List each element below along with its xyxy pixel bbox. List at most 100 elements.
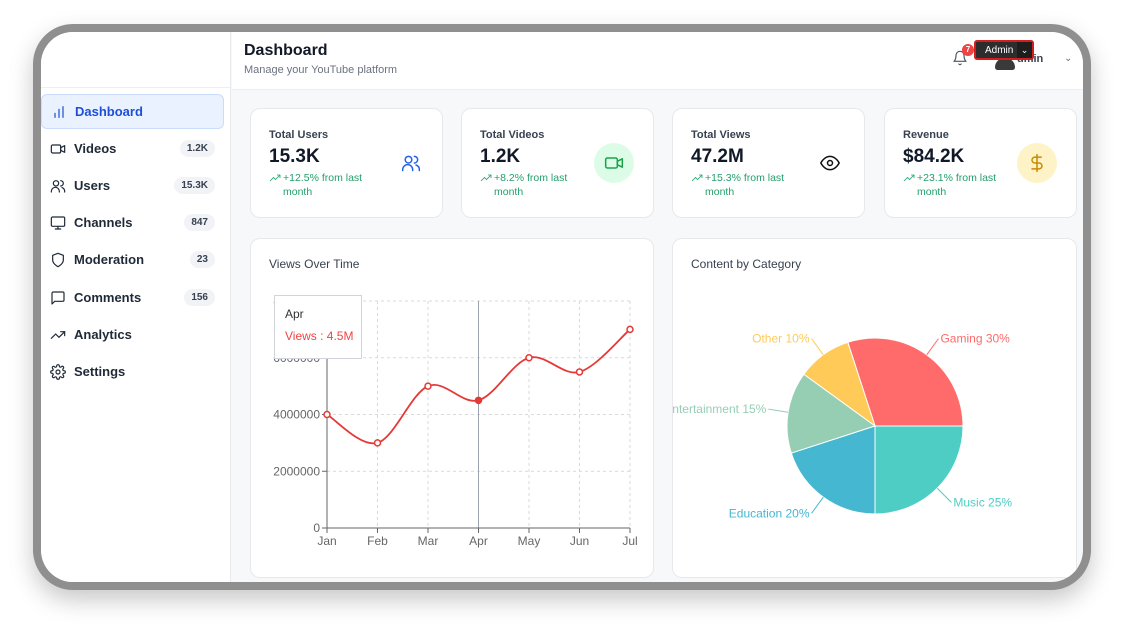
stat-delta: +12.5% from last month [269, 171, 379, 199]
sidebar-item-channels[interactable]: Channels 847 [41, 205, 224, 240]
shield-icon [49, 251, 67, 269]
sidebar-item-label: Channels [74, 215, 133, 230]
trending-up-icon [269, 173, 281, 183]
data-point-jun [575, 368, 584, 376]
data-point-apr [474, 396, 483, 405]
y-tick-label: 4000000 [273, 408, 320, 422]
stat-value: 47.2M [691, 146, 744, 167]
users-icon [49, 177, 67, 195]
app-screen: Dashboard Videos 1.2K Users 15.3K Channels 847… [41, 32, 1083, 582]
pie-label: Music 25% [953, 495, 1012, 509]
users-icon [391, 143, 431, 183]
count-badge: 847 [184, 214, 215, 231]
x-tick-label: Mar [418, 534, 439, 548]
pie-label: Entertainment 15% [673, 402, 767, 416]
sidebar-item-users[interactable]: Users 15.3K [41, 168, 224, 203]
page-subtitle: Manage your YouTube platform [244, 64, 398, 76]
trending-up-icon [480, 173, 492, 183]
data-point-feb [373, 439, 382, 447]
data-point-jul [626, 325, 634, 334]
stat-delta-text: +23.1% from last month [917, 172, 997, 198]
trending-up-icon [691, 173, 703, 183]
avatar[interactable] [995, 58, 1015, 70]
trending-up-icon [903, 173, 915, 183]
count-badge: 1.2K [179, 140, 215, 157]
data-point-mar [424, 382, 432, 390]
x-tick-label: Feb [367, 534, 388, 548]
x-tick-label: Apr [469, 534, 488, 548]
role-select-value: Admin [985, 44, 1014, 56]
pie-label-line [768, 408, 789, 413]
video-icon [594, 143, 634, 183]
stat-delta: +8.2% from last month [480, 171, 590, 199]
sidebar-item-dashboard[interactable]: Dashboard [41, 94, 224, 129]
stat-value: 1.2K [480, 146, 521, 167]
sidebar-item-settings[interactable]: Settings [41, 354, 224, 389]
stat-value: $84.2K [903, 146, 965, 167]
y-tick-label: 0 [313, 521, 320, 535]
stat-card-total-users: Total Users 15.3K +12.5% from last month [250, 108, 443, 218]
chevron-down-icon[interactable]: ⌄ [1064, 53, 1073, 64]
sidebar-item-videos[interactable]: Videos 1.2K [41, 131, 224, 166]
sidebar-item-label: Videos [74, 141, 117, 156]
x-tick-label: Jun [570, 534, 589, 548]
stat-title: Total Users [269, 129, 329, 141]
eye-icon [810, 143, 850, 183]
video-icon [49, 140, 67, 158]
sidebar: Dashboard Videos 1.2K Users 15.3K Channels 847… [41, 32, 231, 582]
chart-tooltip: Apr Views : 4.5M [274, 295, 362, 359]
pie-label-line [811, 338, 824, 356]
pie-slice-entertainment[interactable] [786, 373, 877, 454]
sidebar-item-label: Moderation [74, 252, 145, 267]
x-tick-label: Jul [622, 534, 637, 548]
data-point-jan [323, 410, 331, 419]
stat-title: Total Videos [480, 129, 545, 141]
stat-delta-text: +12.5% from last month [283, 172, 363, 198]
device-frame: Dashboard Videos 1.2K Users 15.3K Channels 847… [33, 24, 1091, 590]
sidebar-item-label: Analytics [74, 327, 132, 342]
views-over-time-card: Views Over Time 020000004000000600000080… [250, 238, 654, 578]
count-badge: 156 [184, 289, 215, 306]
sidebar-item-label: Users [74, 178, 111, 193]
stat-delta: +23.1% from last month [903, 171, 1013, 199]
dollar-icon [1017, 143, 1057, 183]
pie-label-line [926, 338, 939, 356]
pie-slice-education[interactable] [790, 425, 876, 515]
role-select[interactable]: Admin ⌄ [974, 40, 1034, 60]
pie-label: Education 20% [729, 506, 810, 520]
content-by-category-card: Content by Category Gaming 30% Other 10% E… [672, 238, 1077, 578]
sidebar-item-analytics[interactable]: Analytics [41, 317, 224, 352]
count-badge: 15.3K [174, 177, 215, 194]
stat-card-total-videos: Total Videos 1.2K +8.2% from last month [461, 108, 654, 218]
pie-label: Gaming 30% [940, 332, 1010, 346]
chevron-down-icon[interactable]: ⌄ [1017, 42, 1032, 58]
chart-title: Content by Category [691, 257, 802, 271]
sidebar-item-label: Comments [74, 290, 142, 305]
bell-icon[interactable] [952, 50, 968, 66]
monitor-icon [49, 214, 67, 232]
sidebar-item-label: Settings [74, 364, 126, 379]
pie-label-line [811, 496, 824, 514]
sidebar-item-label: Dashboard [75, 104, 143, 119]
sidebar-header [41, 32, 230, 88]
category-pie-chart: Gaming 30% Other 10% Entertainment 15% Educ… [673, 332, 1012, 521]
trending-up-icon [49, 326, 67, 344]
pie-label: Other 10% [752, 332, 810, 346]
stat-title: Total Views [691, 129, 751, 141]
page-title: Dashboard [244, 42, 328, 59]
top-header: Dashboard Manage your YouTube platform 7… [232, 32, 1083, 90]
tooltip-label: Apr [285, 307, 304, 321]
count-badge: 23 [189, 251, 215, 268]
tooltip-value: Views : 4.5M [285, 329, 354, 343]
sidebar-item-moderation[interactable]: Moderation 23 [41, 242, 224, 277]
bar-chart-icon [50, 103, 68, 121]
views-line-chart: 02000000400000060000008000000JanFebMarAp… [273, 294, 637, 548]
sidebar-item-comments[interactable]: Comments 156 [41, 280, 224, 315]
message-icon [49, 289, 67, 307]
data-point-may [525, 354, 533, 362]
pie-label-line [936, 487, 952, 503]
pie-slice-gaming[interactable] [847, 337, 964, 427]
x-tick-label: Jan [317, 534, 336, 548]
stat-delta: +15.3% from last month [691, 171, 801, 199]
stat-value: 15.3K [269, 146, 320, 167]
